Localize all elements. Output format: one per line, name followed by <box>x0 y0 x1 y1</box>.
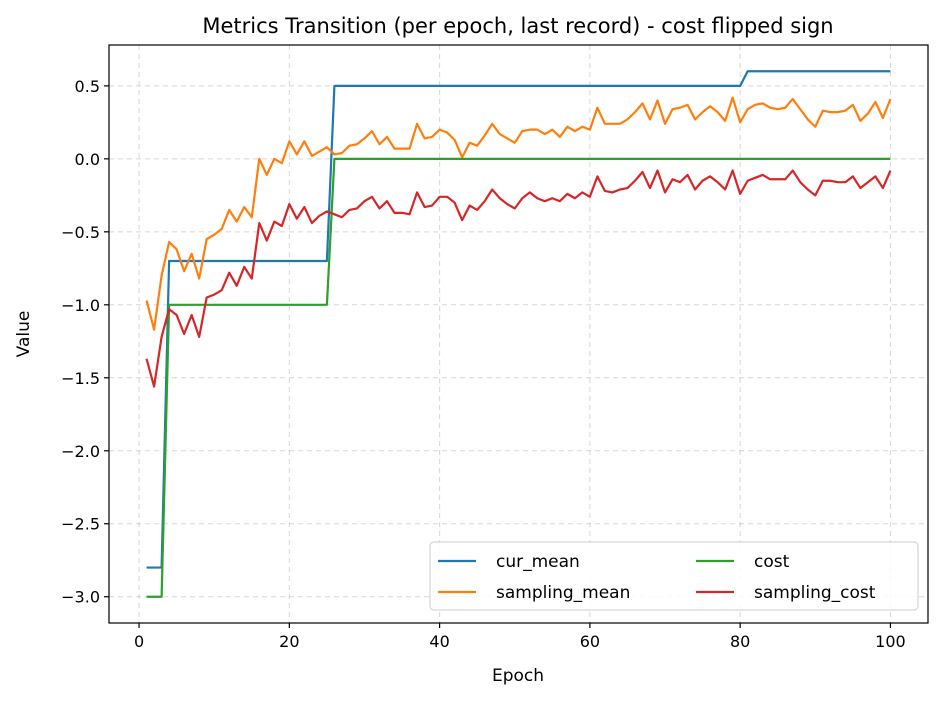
x-tick-label: 0 <box>134 632 144 651</box>
series-line-sampling-mean <box>145 96 892 331</box>
y-tick-label: −3.0 <box>61 588 100 607</box>
series-line-sampling-cost <box>145 169 892 388</box>
y-tick-label: −1.0 <box>61 296 100 315</box>
y-tick-label: −1.5 <box>61 369 100 388</box>
legend-label-cost: cost <box>754 552 790 572</box>
legend: cur_mean sampling_mean cost sampling_cost <box>429 541 919 611</box>
chart-title: Metrics Transition (per epoch, last reco… <box>202 14 833 38</box>
legend-label-sampling-mean: sampling_mean <box>496 583 630 603</box>
legend-box <box>429 541 919 611</box>
x-tick-label: 60 <box>580 632 600 651</box>
x-tick-label: 40 <box>429 632 449 651</box>
x-axis-ticks: 0 20 40 60 80 100 <box>134 623 906 651</box>
y-tick-label: 0.0 <box>75 150 100 169</box>
x-tick-label: 80 <box>730 632 750 651</box>
x-tick-label: 100 <box>875 632 906 651</box>
legend-label-cur-mean: cur_mean <box>496 552 580 572</box>
plot-frame <box>108 44 929 624</box>
y-tick-label: −0.5 <box>61 223 100 242</box>
series-lines <box>145 70 892 598</box>
y-tick-label: −2.0 <box>61 442 100 461</box>
legend-label-sampling-cost: sampling_cost <box>754 583 876 603</box>
plot-background <box>109 45 928 623</box>
x-tick-label: 20 <box>279 632 299 651</box>
y-axis-ticks: −3.0 −2.5 −2.0 −1.5 −1.0 −0.5 0.0 0.5 <box>61 77 109 607</box>
y-tick-label: 0.5 <box>75 77 100 96</box>
series-line-cost <box>146 157 891 598</box>
x-axis-label: Epoch <box>492 666 544 686</box>
y-tick-label: −2.5 <box>61 515 100 534</box>
y-axis-label: Value <box>14 311 34 358</box>
